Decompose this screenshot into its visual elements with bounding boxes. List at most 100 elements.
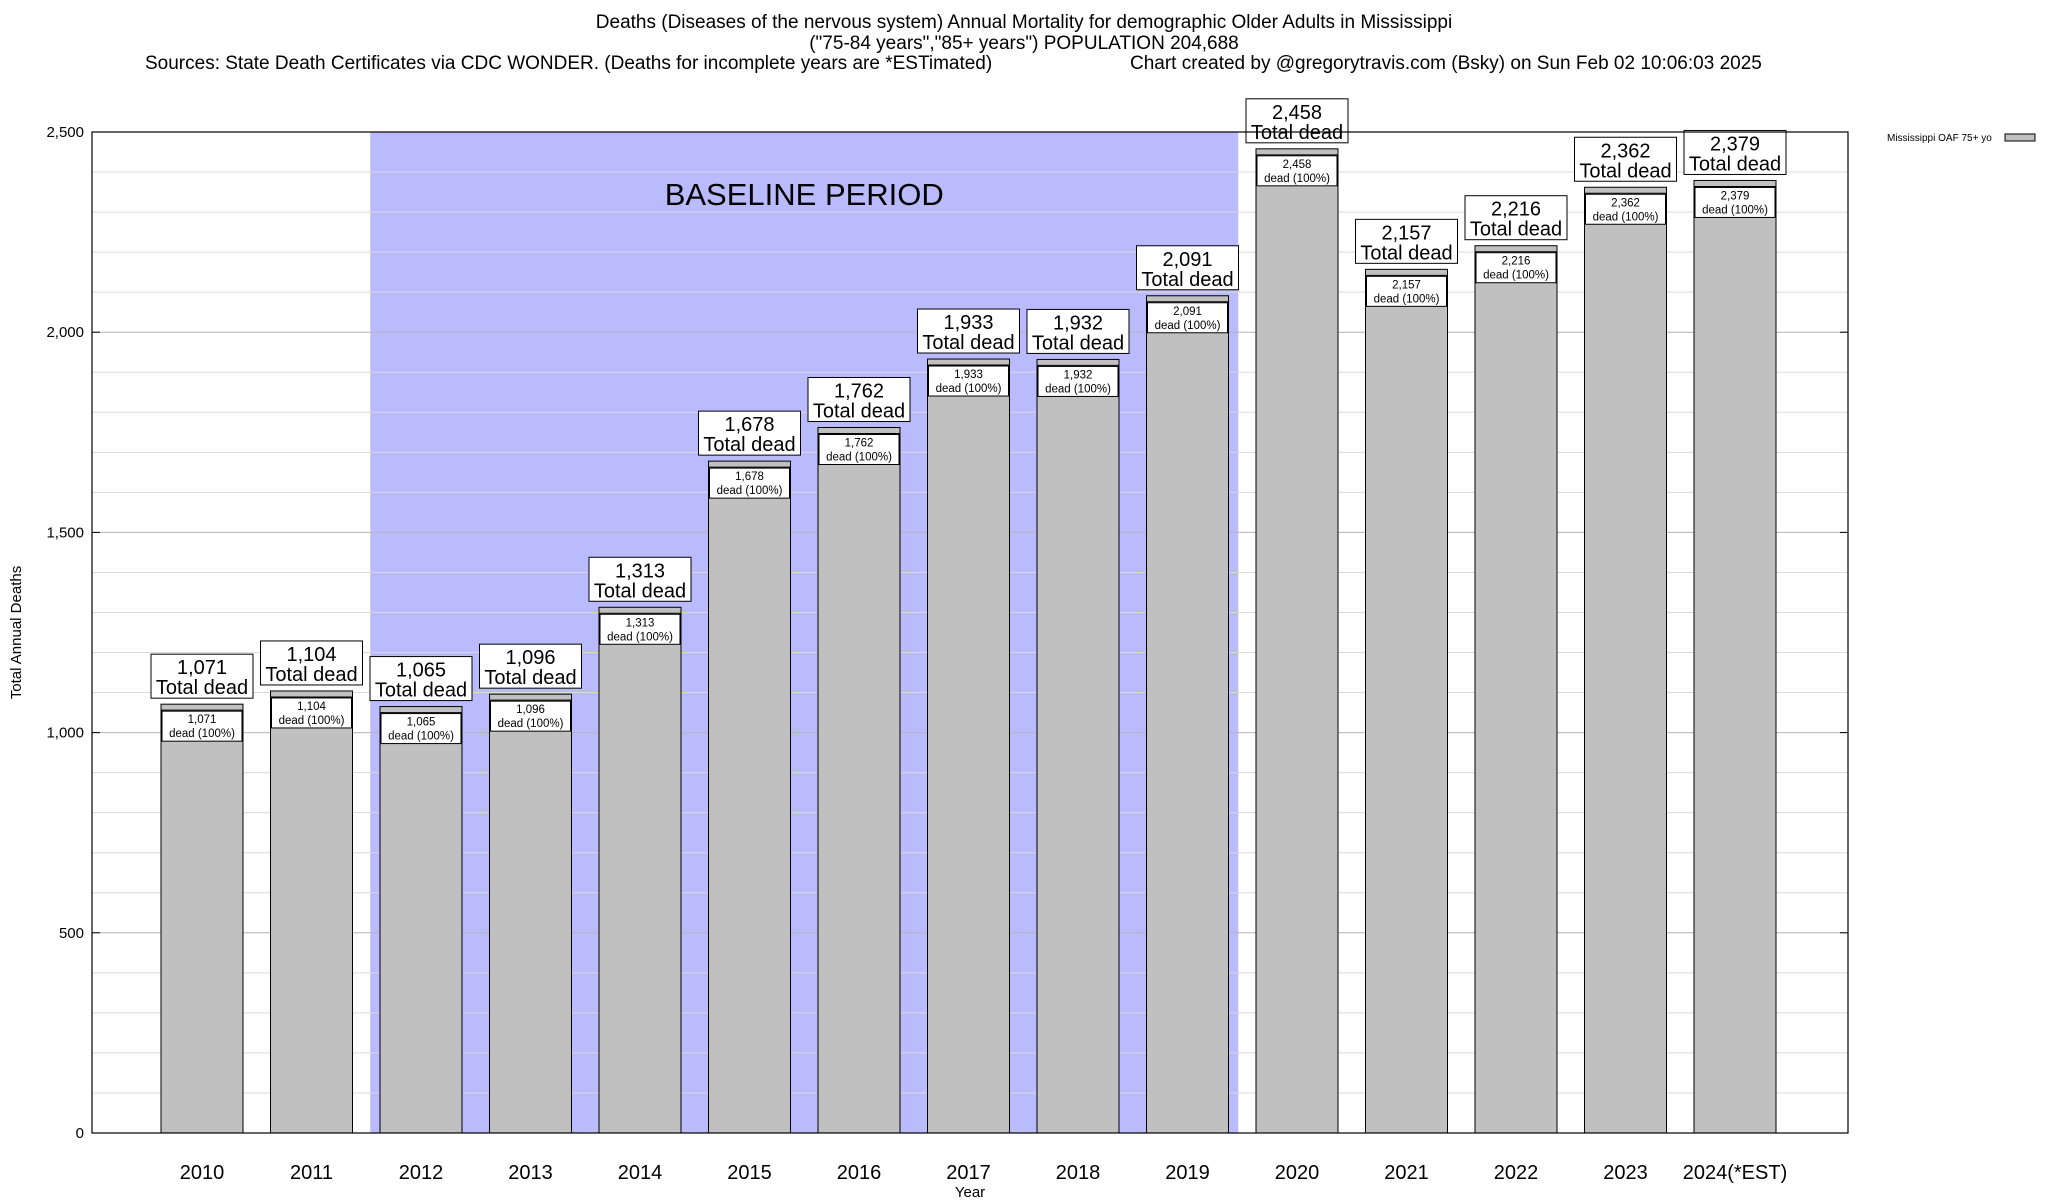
total-dead-label: Total dead bbox=[265, 664, 357, 686]
total-label-box bbox=[1355, 218, 1458, 264]
x-tick-label: 2011 bbox=[290, 1162, 333, 1184]
inner-value-label: 2,458 bbox=[1283, 159, 1312, 171]
x-tick-label: 2010 bbox=[180, 1162, 225, 1184]
inner-label-box bbox=[928, 365, 1009, 397]
inner-value-label: 2,379 bbox=[1721, 190, 1750, 202]
inner-label-box bbox=[380, 713, 462, 745]
bar bbox=[160, 703, 244, 1134]
plot-frame bbox=[91, 131, 1849, 1134]
baseline-label: BASELINE PERIOD bbox=[665, 177, 944, 212]
inner-value-label: 1,096 bbox=[516, 704, 545, 716]
x-tick-label: 2024(*EST) bbox=[1683, 1162, 1788, 1184]
inner-label-box bbox=[1585, 193, 1666, 225]
inner-dead-label: dead (100%) bbox=[1374, 293, 1440, 305]
total-label-box bbox=[1464, 195, 1568, 241]
inner-dead-label: dead (100%) bbox=[1045, 383, 1111, 395]
chart-subtitle: ("75-84 years","85+ years") POPULATION 2… bbox=[809, 33, 1239, 54]
total-value-label: 1,104 bbox=[286, 644, 336, 666]
total-value-label: 2,091 bbox=[1162, 249, 1212, 271]
total-dead-label: Total dead bbox=[1141, 269, 1233, 291]
inner-label-box bbox=[709, 467, 790, 499]
total-label-box bbox=[1026, 308, 1130, 354]
x-tick-label: 2015 bbox=[727, 1162, 772, 1184]
inner-value-label: 1,678 bbox=[735, 471, 764, 483]
x-tick-label: 2022 bbox=[1494, 1162, 1539, 1184]
total-dead-label: Total dead bbox=[594, 580, 686, 602]
inner-dead-label: dead (100%) bbox=[1264, 173, 1330, 185]
total-label-box bbox=[588, 556, 692, 602]
total-dead-label: Total dead bbox=[1470, 219, 1562, 241]
inner-value-label: 1,104 bbox=[297, 701, 326, 713]
x-tick-label: 2013 bbox=[508, 1162, 553, 1184]
chart-credit: Chart created by @gregorytravis.com (Bsk… bbox=[1130, 53, 1762, 74]
inner-label-box bbox=[1147, 302, 1228, 334]
x-tick-label: 2019 bbox=[1165, 1162, 1210, 1184]
bar bbox=[270, 690, 353, 1134]
inner-value-label: 1,065 bbox=[407, 717, 436, 729]
x-tick-label: 2023 bbox=[1603, 1162, 1648, 1184]
y-axis-label: Total Annual Deaths bbox=[8, 566, 25, 699]
total-dead-label: Total dead bbox=[156, 677, 248, 699]
bar bbox=[489, 693, 572, 1134]
bar bbox=[1693, 179, 1777, 1134]
legend-label: Mississippi OAF 75+ yo bbox=[1887, 133, 1992, 144]
inner-label-box bbox=[1475, 252, 1557, 284]
total-dead-label: Total dead bbox=[1032, 332, 1124, 354]
inner-dead-label: dead (100%) bbox=[936, 383, 1002, 395]
chart-title: Deaths (Diseases of the nervous system) … bbox=[595, 12, 1453, 33]
inner-value-label: 1,932 bbox=[1064, 369, 1093, 381]
x-tick-label: 2020 bbox=[1275, 1162, 1320, 1184]
total-label-box bbox=[1574, 136, 1677, 182]
total-dead-label: Total dead bbox=[375, 680, 467, 702]
inner-dead-label: dead (100%) bbox=[1483, 270, 1549, 282]
total-value-label: 1,933 bbox=[943, 312, 993, 334]
total-value-label: 1,762 bbox=[834, 380, 884, 402]
bar bbox=[927, 358, 1010, 1134]
total-label-box bbox=[260, 640, 363, 686]
total-dead-label: Total dead bbox=[1579, 160, 1671, 182]
total-value-label: 2,216 bbox=[1491, 199, 1541, 221]
bar bbox=[1255, 148, 1339, 1134]
total-value-label: 1,932 bbox=[1053, 312, 1103, 334]
total-dead-label: Total dead bbox=[1360, 242, 1452, 264]
total-label-box bbox=[1683, 129, 1787, 175]
inner-label-box bbox=[1366, 275, 1447, 307]
total-value-label: 1,071 bbox=[177, 657, 227, 679]
x-tick-label: 2014 bbox=[618, 1162, 663, 1184]
total-label-box bbox=[807, 376, 911, 422]
total-value-label: 1,678 bbox=[724, 414, 774, 436]
inner-value-label: 1,071 bbox=[188, 714, 217, 726]
bar bbox=[708, 460, 791, 1134]
total-dead-label: Total dead bbox=[922, 332, 1014, 354]
total-value-label: 2,157 bbox=[1381, 222, 1431, 244]
inner-value-label: 2,216 bbox=[1502, 256, 1531, 268]
inner-label-box bbox=[1256, 155, 1338, 187]
bar bbox=[1474, 245, 1558, 1134]
inner-value-label: 2,362 bbox=[1611, 197, 1640, 209]
y-tick-label: 500 bbox=[59, 925, 84, 942]
y-tick-label: 1,500 bbox=[46, 524, 84, 541]
x-tick-label: 2012 bbox=[399, 1162, 444, 1184]
x-tick-label: 2016 bbox=[837, 1162, 882, 1184]
inner-value-label: 1,313 bbox=[626, 617, 655, 629]
y-tick-label: 1,000 bbox=[46, 725, 84, 742]
inner-label-box bbox=[818, 433, 900, 465]
inner-value-label: 1,933 bbox=[954, 369, 983, 381]
inner-value-label: 1,762 bbox=[845, 437, 874, 449]
y-tick-label: 0 bbox=[76, 1125, 84, 1142]
bar bbox=[817, 426, 901, 1134]
total-label-box bbox=[479, 643, 582, 689]
total-dead-label: Total dead bbox=[484, 667, 576, 689]
inner-dead-label: dead (100%) bbox=[717, 485, 783, 497]
total-dead-label: Total dead bbox=[703, 434, 795, 456]
total-label-box bbox=[698, 410, 801, 456]
inner-label-box bbox=[490, 700, 571, 732]
inner-dead-label: dead (100%) bbox=[826, 451, 892, 463]
total-value-label: 1,096 bbox=[505, 647, 555, 669]
inner-label-box bbox=[161, 710, 243, 742]
bar bbox=[1146, 295, 1229, 1134]
total-label-box bbox=[150, 653, 254, 699]
inner-dead-label: dead (100%) bbox=[607, 631, 673, 643]
inner-label-box bbox=[599, 613, 681, 645]
